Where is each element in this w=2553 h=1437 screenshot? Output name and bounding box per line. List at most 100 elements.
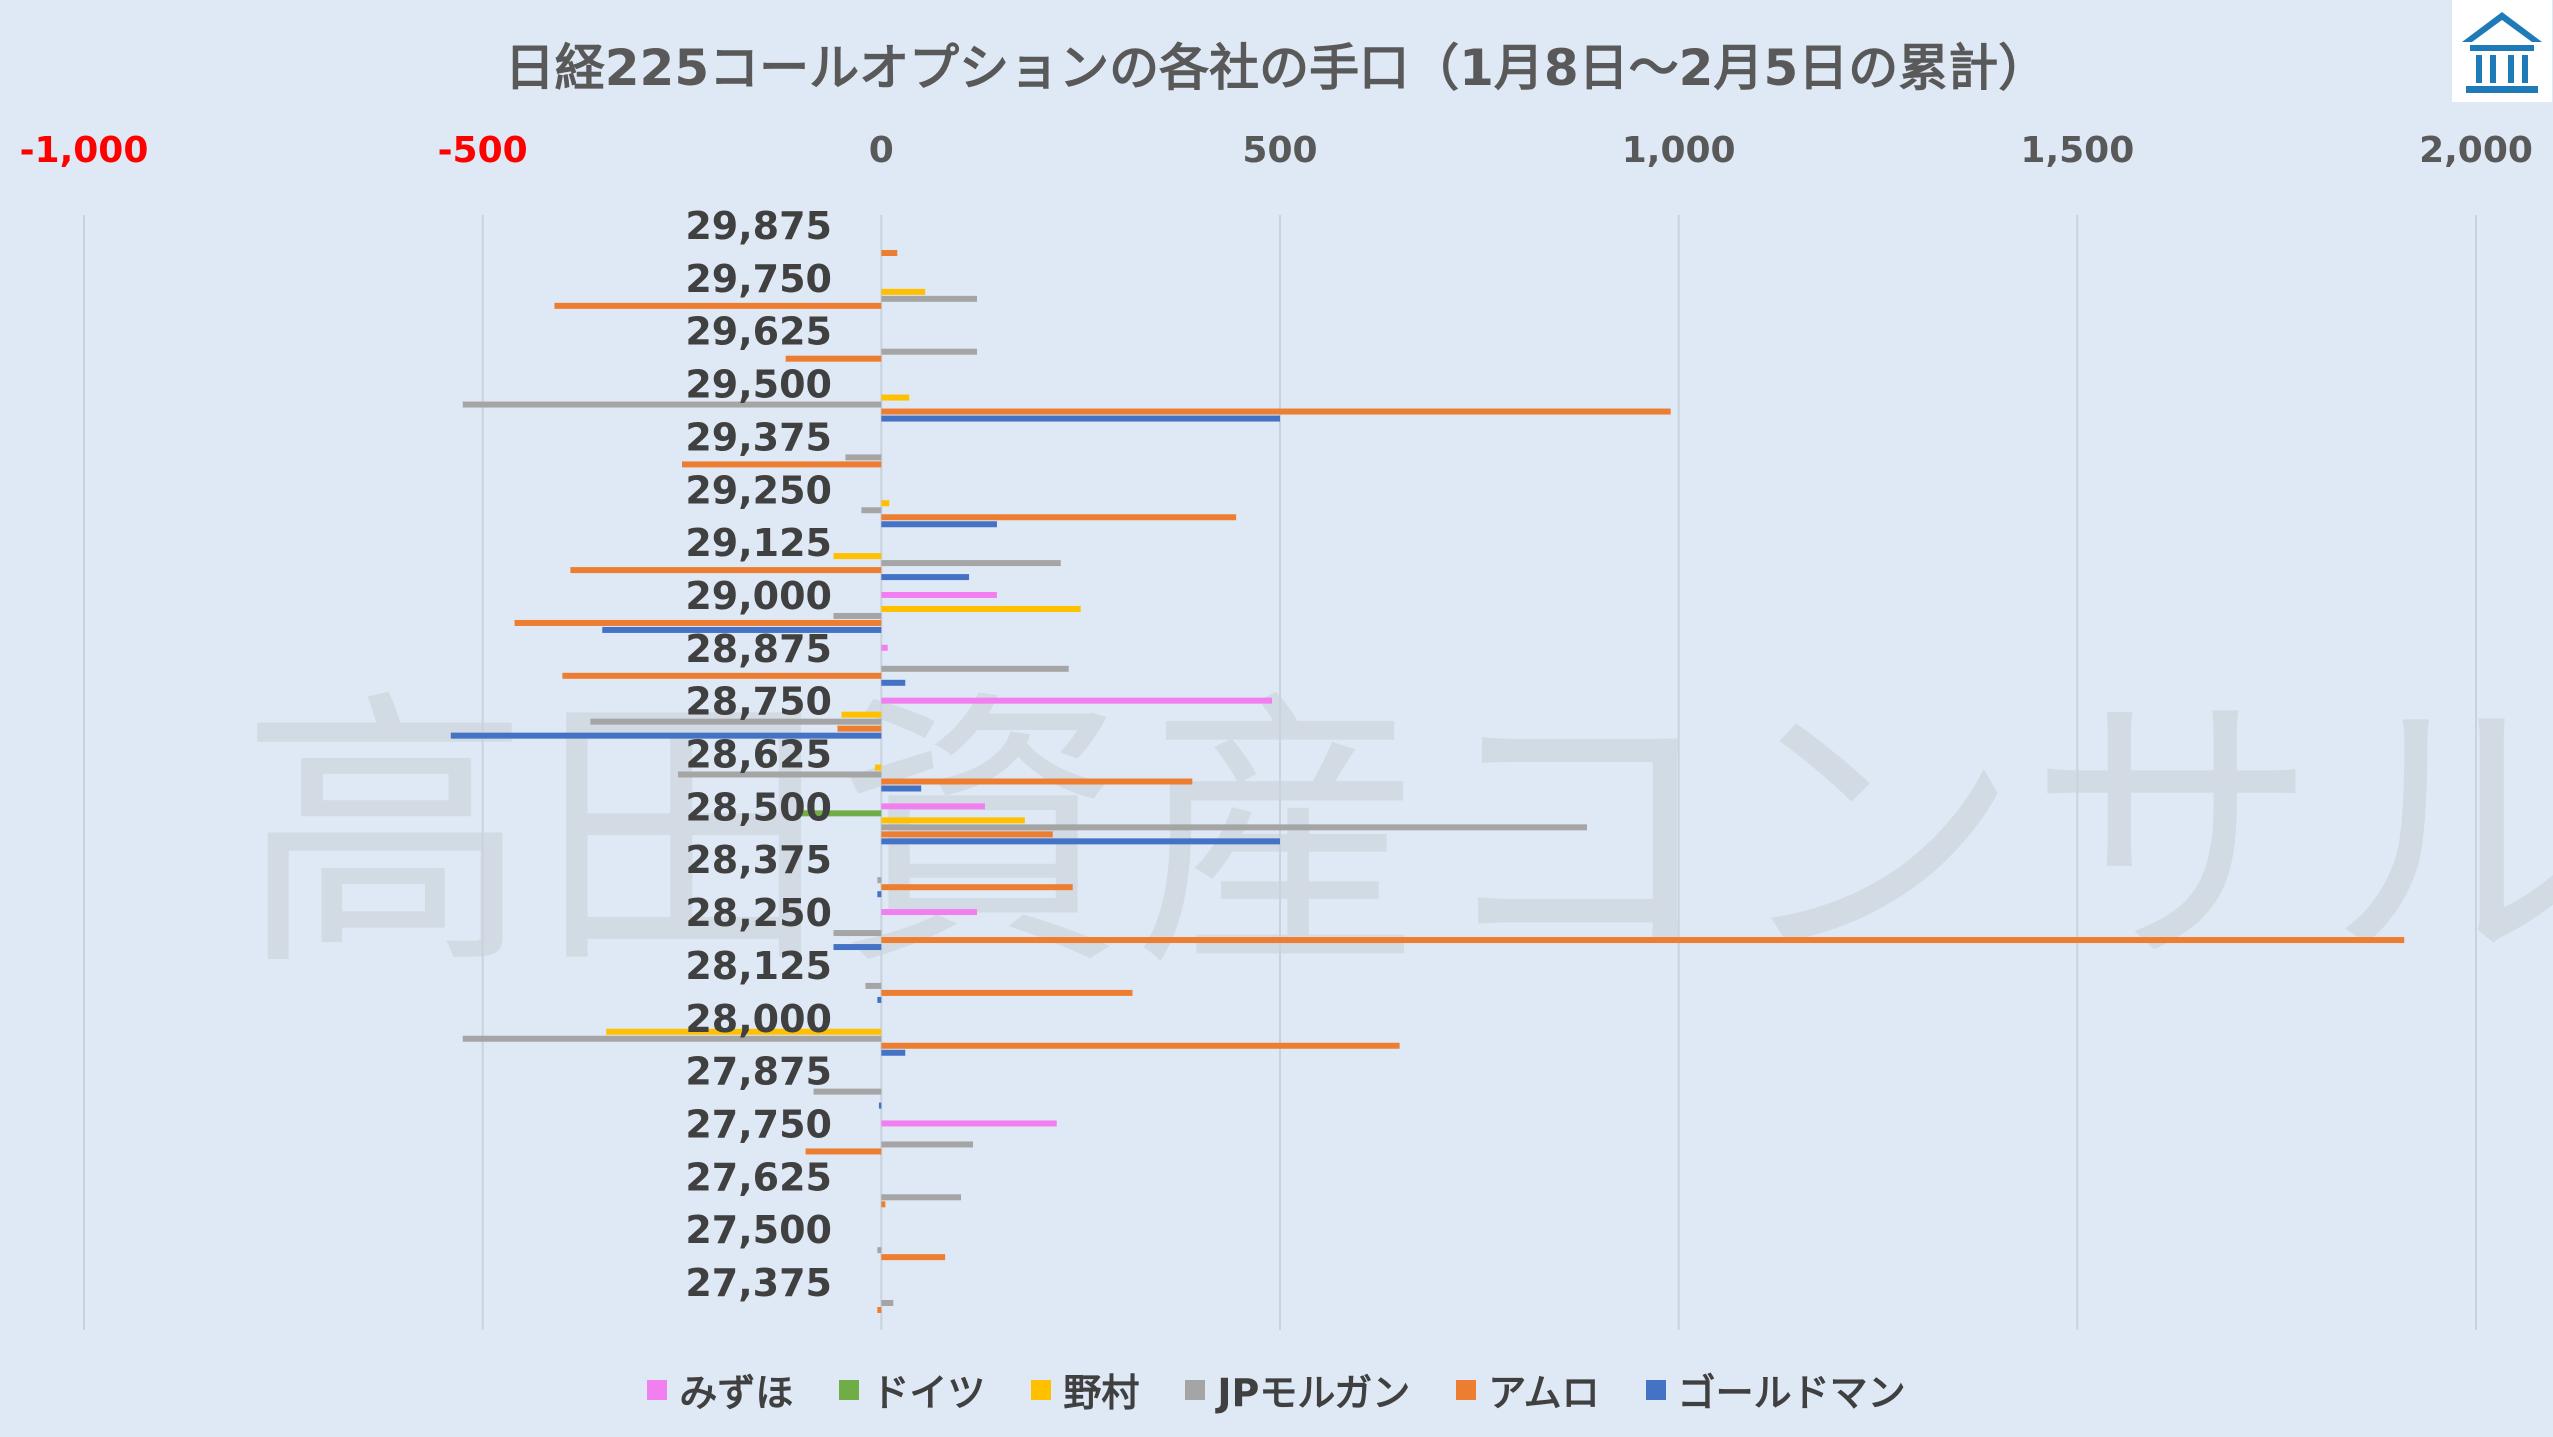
legend-label: ゴールドマン <box>1677 1371 1906 1415</box>
x-tick-label: 1,500 <box>2020 130 2134 171</box>
legend-item: アムロ <box>1456 1362 1600 1417</box>
category-label: 29,125 <box>685 521 832 565</box>
bar <box>833 612 882 619</box>
bar <box>845 454 882 461</box>
bar <box>881 1194 962 1201</box>
chart-title: 日経225コールオプションの各社の手口（1月8日～2月5日の累計） <box>504 39 2049 97</box>
category-label: 27,625 <box>685 1155 832 1199</box>
bar <box>562 672 882 679</box>
legend-label: 野村 <box>1063 1371 1140 1415</box>
legend-item: 野村 <box>1031 1362 1139 1417</box>
x-tick-label: -500 <box>438 130 528 171</box>
bar <box>881 824 1587 831</box>
legend-swatch <box>1031 1379 1052 1400</box>
legend-swatch <box>647 1379 668 1400</box>
category-label: 29,375 <box>685 415 832 459</box>
legend-item: みずほ <box>647 1362 793 1417</box>
bar <box>881 778 1193 785</box>
category-label: 28,625 <box>685 733 832 777</box>
category-label: 28,875 <box>685 627 832 671</box>
x-tick-label: 1,000 <box>1622 130 1736 171</box>
bar <box>833 944 882 951</box>
category-label: 27,750 <box>685 1102 832 1146</box>
category-label: 29,625 <box>685 310 832 354</box>
bar <box>881 295 978 302</box>
category-label: 28,250 <box>685 891 832 935</box>
legend-label: JPモルガン <box>1217 1371 1411 1415</box>
category-label: 28,375 <box>685 838 832 882</box>
bar <box>554 302 882 309</box>
category-label: 29,250 <box>685 468 832 512</box>
bar <box>590 718 882 725</box>
legend-label: みずほ <box>679 1371 794 1415</box>
bar <box>881 591 997 598</box>
bar <box>881 679 906 686</box>
bar <box>881 250 898 256</box>
bar <box>861 507 882 514</box>
bar <box>881 884 1073 891</box>
bar <box>450 732 882 739</box>
category-label: 28,750 <box>685 680 832 724</box>
bar <box>514 619 882 626</box>
category-label: 29,500 <box>685 363 832 407</box>
bar <box>785 355 882 362</box>
bar <box>881 697 1273 704</box>
category-label: 27,500 <box>685 1208 832 1252</box>
legend-item: JPモルガン <box>1185 1362 1410 1417</box>
bar <box>874 764 882 771</box>
bar <box>881 817 1025 824</box>
bar <box>877 1307 882 1313</box>
bar <box>602 626 882 633</box>
bar <box>881 500 890 507</box>
bar <box>881 348 978 355</box>
legend-swatch <box>1645 1379 1666 1400</box>
legend-item: ゴールドマン <box>1645 1362 1906 1417</box>
category-label: 28,000 <box>685 997 832 1041</box>
x-tick-label: 2,000 <box>2419 130 2533 171</box>
bar <box>881 803 985 810</box>
bar <box>881 1049 906 1056</box>
x-tick-label: -1,000 <box>20 130 149 171</box>
legend: みずほ ドイツ 野村 JPモルガン アムロ ゴールドマン <box>0 1362 2553 1417</box>
bar <box>881 909 978 916</box>
category-label: 28,125 <box>685 944 832 988</box>
building-logo-icon <box>2462 12 2542 93</box>
bar <box>865 982 882 989</box>
bar <box>570 567 882 574</box>
category-label: 29,750 <box>685 257 832 301</box>
company-logo <box>2452 0 2552 102</box>
bar <box>462 401 882 408</box>
bar <box>881 514 1237 521</box>
category-label: 29,875 <box>685 204 832 248</box>
bar <box>606 1028 882 1035</box>
bar <box>877 877 882 884</box>
category-label: 27,875 <box>685 1050 832 1094</box>
bar <box>837 725 882 732</box>
bar <box>881 415 1280 422</box>
bar <box>881 785 922 792</box>
bar <box>833 553 882 560</box>
bar <box>881 605 1081 612</box>
bar <box>881 838 1280 845</box>
bar <box>877 891 882 898</box>
bar <box>805 1148 882 1155</box>
bar <box>881 394 910 401</box>
legend-swatch <box>839 1379 860 1400</box>
bar <box>881 831 1053 838</box>
bar <box>881 1201 886 1208</box>
bar <box>881 1120 1057 1127</box>
bar <box>881 1300 894 1306</box>
bar <box>841 711 882 718</box>
bar <box>881 560 1061 567</box>
category-label: 28,500 <box>685 785 832 829</box>
bar <box>881 937 2405 944</box>
bar <box>833 930 882 937</box>
category-label: 29,000 <box>685 574 832 618</box>
bar <box>881 644 888 651</box>
bar <box>682 461 882 468</box>
legend-label: アムロ <box>1488 1371 1600 1415</box>
bar <box>881 574 970 581</box>
bar <box>881 665 1069 672</box>
x-tick-label: 500 <box>1242 130 1317 171</box>
